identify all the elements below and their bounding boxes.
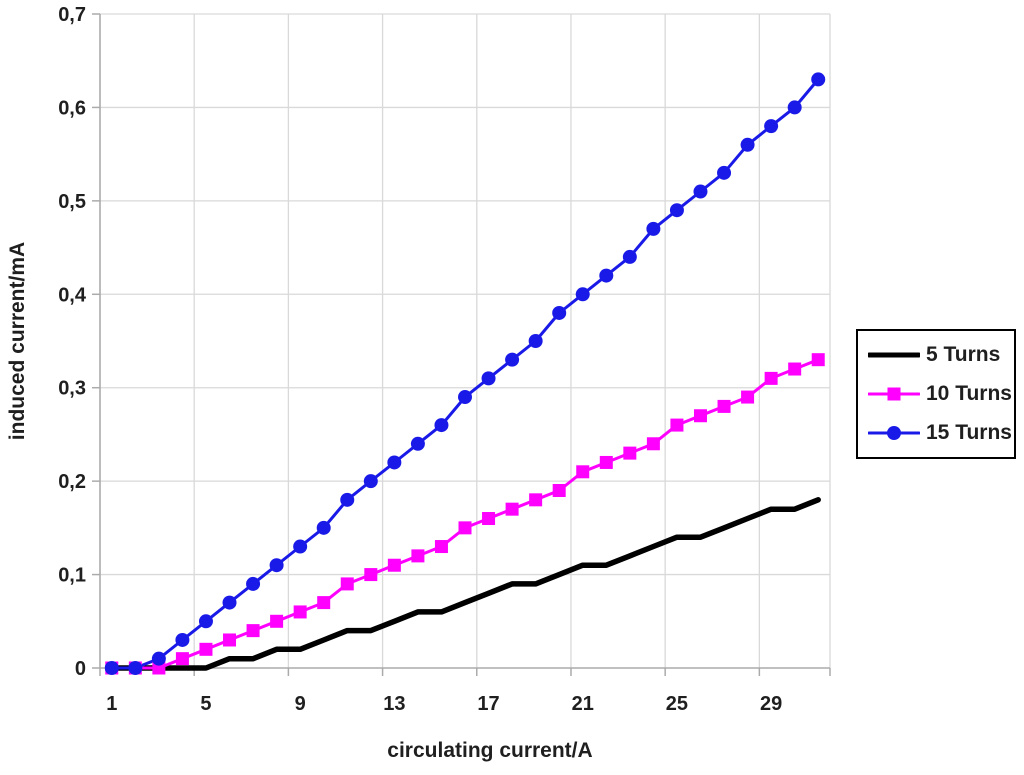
- series-15-turns-marker: [151, 651, 166, 666]
- series-15-turns-marker: [693, 184, 708, 199]
- series-10-turns-marker: [505, 502, 519, 516]
- series-15-turns-marker: [811, 72, 826, 87]
- series-15-turns-marker: [410, 436, 425, 451]
- legend-line-sample-icon: [868, 352, 920, 358]
- series-15-turns-marker: [175, 632, 190, 647]
- series-15-turns-marker: [104, 661, 119, 675]
- series-15-turns-marker: [340, 492, 355, 507]
- series-15-turns-marker: [363, 474, 378, 489]
- x-axis-title: circulating current/A: [387, 739, 593, 762]
- series-10-turns-marker: [293, 605, 307, 619]
- series-10-turns-marker: [458, 521, 472, 535]
- series-15-turns-marker: [646, 221, 661, 236]
- y-tick-label: 0,5: [58, 191, 86, 213]
- series-10-turns-marker: [529, 493, 543, 507]
- series-10-turns-marker: [434, 540, 448, 554]
- x-tick-label: 29: [760, 693, 782, 715]
- series-15-turns-marker: [599, 268, 614, 283]
- series-15-turns-marker: [293, 539, 308, 554]
- series-10-turns-marker: [223, 633, 237, 647]
- series-15-turns-marker: [787, 100, 802, 115]
- series-5-turns-line: [109, 497, 821, 671]
- series-15-turns-marker: [575, 287, 590, 302]
- x-tick-label: 5: [200, 693, 211, 715]
- series-15-turns-marker: [198, 614, 213, 629]
- series-10-turns-marker: [764, 371, 778, 385]
- series-10-turns-marker: [482, 512, 496, 526]
- legend: 5 Turns 10 Turns 15 Turns: [856, 329, 1016, 459]
- series-15-turns-marker: [481, 371, 496, 386]
- y-tick-label: 0,6: [58, 97, 86, 119]
- series-15-turns-line: [110, 77, 820, 670]
- series-10-turns-marker: [246, 624, 260, 638]
- series-15-turns-marker: [434, 418, 449, 433]
- y-tick-label: 0,2: [58, 471, 86, 493]
- series-10-turns-marker: [175, 652, 189, 666]
- x-tick-label: 17: [477, 693, 499, 715]
- series-10-turns-marker: [340, 577, 354, 591]
- series-15-turns-marker: [458, 390, 472, 405]
- x-tick-label: 13: [383, 693, 405, 715]
- x-tick-label: 21: [572, 693, 594, 715]
- x-tick-label: 1: [106, 693, 117, 715]
- y-tick-label: 0,3: [58, 378, 86, 400]
- series-15-turns-marker: [387, 455, 402, 470]
- series-10-turns-marker: [717, 399, 731, 413]
- y-axis-title: induced current/mA: [6, 241, 29, 441]
- series-10-turns-marker: [411, 549, 425, 563]
- y-tick-label: 0,7: [58, 4, 86, 26]
- series-15-turns-marker: [552, 305, 567, 320]
- series-10-turns-marker: [623, 446, 637, 460]
- series-10-turns-marker: [788, 362, 802, 376]
- series-10-turns-marker: [811, 353, 825, 367]
- series-15-turns-marker: [269, 558, 284, 573]
- series-15-turns-marker: [717, 165, 732, 180]
- series-15-turns-marker: [505, 352, 520, 367]
- series-15-turns-marker: [128, 661, 143, 675]
- legend-item-10-turns: 10 Turns: [868, 375, 1014, 413]
- legend-square-marker-icon: [868, 387, 920, 401]
- series-10-turns-marker: [364, 568, 378, 582]
- legend-circle-marker-icon: [868, 426, 920, 441]
- series-10-turns-marker: [317, 596, 331, 610]
- y-tick-label: 0,1: [58, 565, 86, 587]
- series-10-turns-marker: [670, 418, 684, 432]
- x-tick-label: 9: [295, 693, 306, 715]
- series-15-turns-marker: [316, 520, 331, 535]
- series-15-turns-marker: [222, 595, 237, 610]
- legend-item-15-turns: 15 Turns: [868, 414, 1014, 452]
- series-15-turns-marker: [764, 119, 779, 134]
- series-15-turns-marker: [622, 249, 637, 264]
- legend-label: 5 Turns: [926, 342, 1001, 366]
- series-15-turns-marker: [528, 334, 543, 348]
- series-15-turns-marker: [740, 137, 755, 152]
- series-10-turns-marker: [387, 558, 401, 572]
- series-10-turns-line: [110, 358, 820, 670]
- series-10-turns-marker: [552, 483, 566, 497]
- series-10-turns-marker: [646, 437, 660, 451]
- series-10-turns-marker: [270, 614, 284, 628]
- legend-label: 10 Turns: [926, 381, 1012, 405]
- series-10-turns-marker: [576, 465, 590, 479]
- series-10-turns-marker: [693, 409, 707, 423]
- legend-item-5-turns: 5 Turns: [868, 336, 1014, 374]
- series-10-turns-marker: [741, 390, 755, 404]
- series-10-turns-marker: [199, 642, 213, 656]
- series-15-turns-marker: [246, 576, 261, 591]
- y-tick-label: 0,4: [58, 284, 87, 306]
- series-15-turns-marker: [669, 203, 684, 218]
- series-10-turns-marker: [599, 455, 613, 469]
- legend-label: 15 Turns: [926, 421, 1012, 445]
- x-tick-label: 25: [666, 693, 688, 715]
- y-tick-label: 0: [75, 658, 86, 680]
